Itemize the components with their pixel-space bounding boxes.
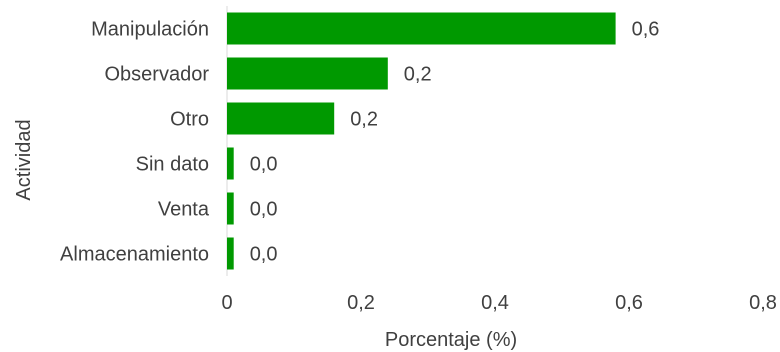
plot-area: Manipulación 0,6 Observador 0,2 Otro 0,2 Sin d… xyxy=(60,6,777,314)
x-tick-label-4: 0,8 xyxy=(749,292,777,314)
x-axis-title: Porcentaje (%) xyxy=(385,329,517,351)
bar-0 xyxy=(227,12,616,45)
data-label-2: 0,2 xyxy=(350,109,378,131)
data-label-4: 0,0 xyxy=(250,199,278,221)
bar-3 xyxy=(227,147,234,180)
category-label-0: Manipulación xyxy=(91,19,209,41)
bar-4 xyxy=(227,192,234,225)
x-tick-label-1: 0,2 xyxy=(347,292,375,314)
y-axis-title: Actividad xyxy=(13,119,35,200)
data-label-0: 0,6 xyxy=(632,19,660,41)
category-label-5: Almacenamiento xyxy=(60,244,209,266)
category-label-4: Venta xyxy=(158,199,210,221)
category-label-1: Observador xyxy=(105,64,210,86)
category-label-2: Otro xyxy=(170,109,209,131)
data-label-1: 0,2 xyxy=(404,64,432,86)
bar-5 xyxy=(227,237,234,270)
bar-1 xyxy=(227,57,388,90)
category-label-3: Sin dato xyxy=(136,154,209,176)
bar-2 xyxy=(227,102,335,135)
x-tick-label-0: 0 xyxy=(221,292,232,314)
data-label-3: 0,0 xyxy=(250,154,278,176)
data-label-5: 0,0 xyxy=(250,244,278,266)
x-tick-label-2: 0,4 xyxy=(481,292,509,314)
x-tick-label-3: 0,6 xyxy=(615,292,643,314)
